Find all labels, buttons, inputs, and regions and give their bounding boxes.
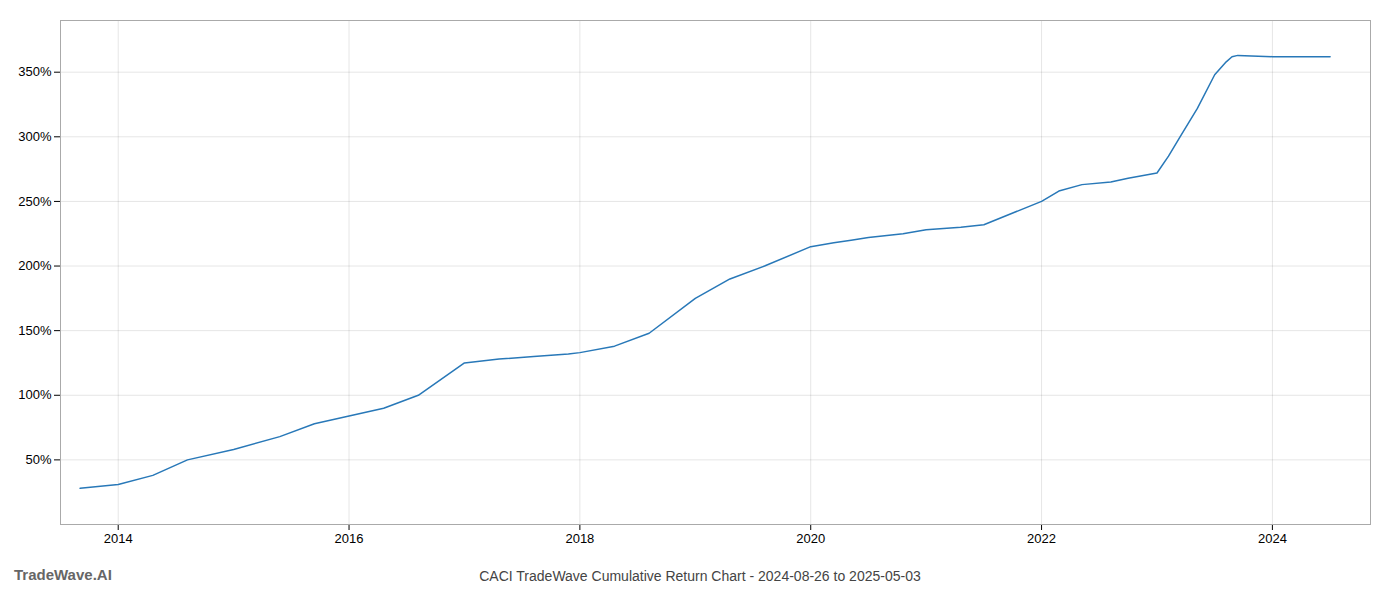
html-text:TradeWave.AI: TradeWave.AI	[14, 566, 112, 583]
svg-text:300%: 300%	[18, 129, 52, 144]
svg-text:2016: 2016	[335, 531, 364, 546]
svg-text:2022: 2022	[1027, 531, 1056, 546]
svg-text:150%: 150%	[18, 323, 52, 338]
svg-text:100%: 100%	[18, 387, 52, 402]
svg-text:350%: 350%	[18, 64, 52, 79]
svg-text:50%: 50%	[25, 452, 51, 467]
svg-text:2020: 2020	[796, 531, 825, 546]
svg-text:2014: 2014	[104, 531, 133, 546]
svg-text:250%: 250%	[18, 194, 52, 209]
html-text:CACI TradeWave Cumulative Retu: CACI TradeWave Cumulative Return Chart -…	[479, 568, 921, 584]
svg-text:200%: 200%	[18, 258, 52, 273]
svg-text:2018: 2018	[565, 531, 594, 546]
svg-text:2024: 2024	[1258, 531, 1287, 546]
